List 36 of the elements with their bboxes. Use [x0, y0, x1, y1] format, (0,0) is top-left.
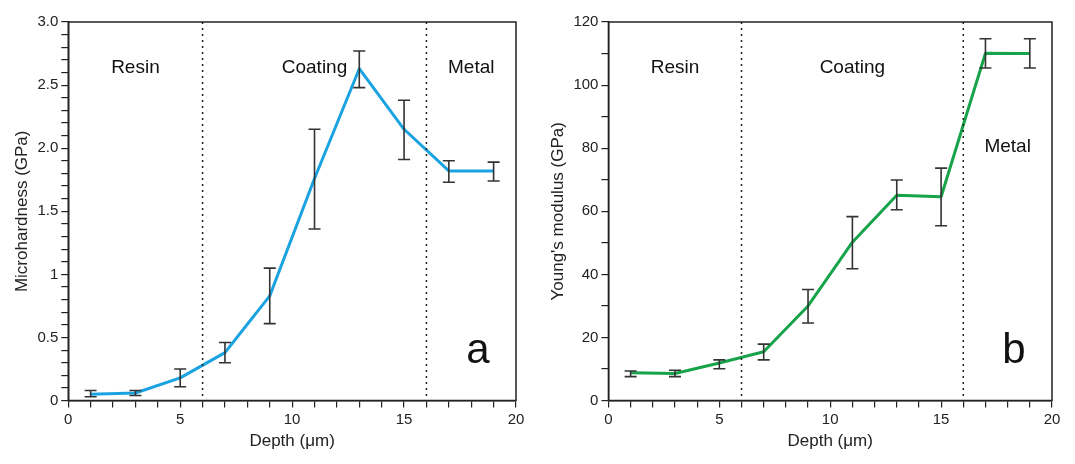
x-axis-title: Depth (μm): [249, 431, 335, 451]
y-tick-label: 0: [49, 390, 59, 408]
x-tick-label: 5: [176, 409, 185, 427]
y-tick-label: 0: [590, 390, 599, 408]
y-tick-label: 1.5: [37, 201, 59, 219]
annotation: b: [1002, 324, 1026, 372]
y-tick-label: 1: [49, 264, 59, 282]
x-tick-label: 10: [283, 409, 301, 427]
x-tick-label: 10: [821, 409, 839, 427]
x-tick-label: 5: [715, 409, 724, 427]
x-tick-label: 0: [64, 409, 73, 427]
y-tick-label: 2.0: [37, 138, 59, 156]
y-tick-label: 120: [573, 12, 599, 30]
x-axis-title: Depth (μm): [787, 431, 873, 451]
x-tick-label: 15: [932, 409, 950, 427]
y-tick-label: 100: [573, 75, 599, 93]
y-axis-title: Microhardness (GPa): [11, 130, 31, 293]
annotation: Metal: [984, 135, 1031, 157]
x-tick-label: 0: [604, 409, 613, 427]
y-tick-label: 80: [581, 138, 599, 156]
annotation: Resin: [111, 55, 160, 77]
annotation: Coating: [281, 55, 348, 77]
y-tick-label: 60: [581, 201, 599, 219]
x-tick-label: 15: [395, 409, 413, 427]
x-tick-label: 20: [1043, 409, 1061, 427]
y-axis-title: Young's modulus (GPa): [547, 122, 567, 301]
x-tick-label: 20: [507, 409, 525, 427]
y-tick-label: 0.5: [37, 327, 59, 345]
annotation: Metal: [447, 55, 495, 77]
annotation: Resin: [650, 55, 700, 77]
annotation: a: [466, 324, 491, 372]
y-tick-label: 20: [581, 327, 599, 345]
y-tick-label: 2.5: [37, 75, 59, 93]
y-tick-label: 3.0: [37, 12, 59, 30]
annotation: Coating: [819, 55, 886, 77]
y-tick-label: 40: [581, 264, 599, 282]
